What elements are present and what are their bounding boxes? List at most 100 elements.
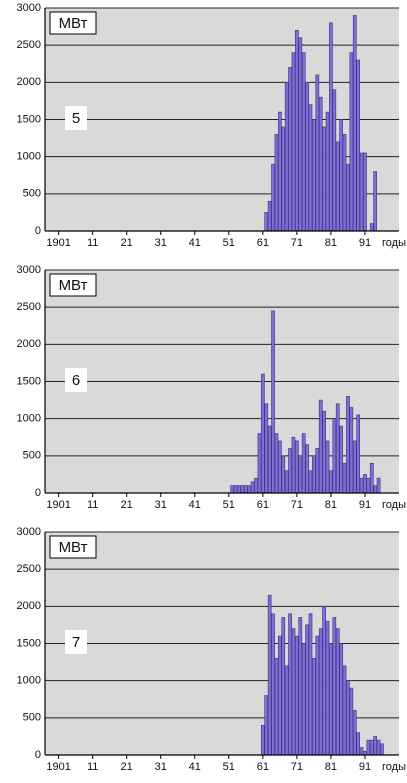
bar bbox=[278, 440, 282, 494]
bar bbox=[264, 403, 269, 494]
bar bbox=[291, 52, 296, 232]
bar bbox=[315, 635, 320, 756]
bar bbox=[233, 485, 238, 494]
bar bbox=[281, 617, 286, 756]
x-axis-label: годы bbox=[382, 499, 406, 511]
bar bbox=[322, 126, 326, 232]
bar bbox=[325, 620, 330, 756]
bar bbox=[352, 710, 357, 756]
bar bbox=[288, 613, 292, 756]
x-tick-label: 91 bbox=[359, 499, 371, 511]
bar bbox=[250, 481, 255, 494]
bar bbox=[278, 111, 282, 232]
bar bbox=[349, 52, 354, 232]
bar bbox=[373, 171, 378, 232]
bar bbox=[335, 141, 340, 232]
bar bbox=[312, 455, 316, 494]
bar bbox=[366, 477, 371, 494]
bar bbox=[356, 59, 360, 232]
x-tick-label: 71 bbox=[291, 761, 303, 773]
bar bbox=[322, 410, 326, 494]
panel-label: 5 bbox=[72, 110, 80, 127]
x-tick-label: 11 bbox=[87, 237, 98, 249]
y-tick-label: 2500 bbox=[17, 39, 41, 51]
bar bbox=[237, 485, 241, 494]
bar bbox=[295, 29, 299, 232]
bar bbox=[264, 212, 269, 232]
bar bbox=[257, 433, 262, 494]
bar bbox=[335, 403, 340, 494]
bar bbox=[346, 396, 350, 494]
bar bbox=[373, 736, 378, 756]
bar bbox=[339, 119, 343, 232]
bar bbox=[349, 407, 354, 494]
y-tick-label: 500 bbox=[23, 450, 41, 462]
y-tick-label: 2500 bbox=[17, 563, 41, 575]
bar bbox=[267, 594, 272, 756]
unit-label: МВт bbox=[59, 539, 88, 556]
bar bbox=[298, 455, 303, 494]
bar bbox=[247, 485, 252, 494]
panel-box bbox=[65, 106, 87, 130]
bar bbox=[352, 15, 357, 232]
bar bbox=[322, 606, 326, 756]
bar bbox=[376, 739, 381, 756]
panel-label: 6 bbox=[72, 372, 80, 389]
bar bbox=[284, 665, 289, 756]
bar bbox=[271, 163, 275, 232]
bar bbox=[356, 732, 360, 756]
x-tick-label: 51 bbox=[223, 499, 235, 511]
y-tick-label: 2000 bbox=[17, 76, 41, 88]
bar bbox=[366, 739, 371, 756]
bar bbox=[339, 643, 343, 756]
x-tick-label: 91 bbox=[359, 237, 371, 249]
bar bbox=[312, 119, 316, 232]
unit-label: МВт bbox=[59, 15, 88, 32]
x-tick-label: 21 bbox=[121, 499, 133, 511]
bar bbox=[281, 455, 286, 494]
y-tick-label: 500 bbox=[23, 712, 41, 724]
x-tick-label: 81 bbox=[325, 499, 337, 511]
bar bbox=[318, 628, 323, 756]
bar bbox=[271, 310, 275, 494]
x-tick-label: 11 bbox=[87, 761, 98, 773]
x-axis-label: годы bbox=[382, 237, 406, 249]
bar bbox=[291, 436, 296, 494]
x-tick-label: 1901 bbox=[46, 761, 70, 773]
bar bbox=[295, 635, 299, 756]
x-tick-label: 41 bbox=[189, 761, 201, 773]
x-tick-label: 1901 bbox=[46, 499, 70, 511]
bar bbox=[342, 665, 347, 756]
bar bbox=[373, 485, 378, 494]
x-tick-label: 61 bbox=[257, 499, 269, 511]
bar bbox=[329, 22, 333, 232]
bar bbox=[288, 67, 292, 232]
y-tick-label: 1500 bbox=[17, 113, 41, 125]
bar bbox=[342, 134, 347, 232]
x-tick-label: 81 bbox=[325, 761, 337, 773]
panel-box bbox=[65, 630, 87, 654]
bar bbox=[359, 477, 364, 494]
y-tick-label: 500 bbox=[23, 188, 41, 200]
bar bbox=[278, 635, 282, 756]
bar bbox=[369, 462, 374, 494]
y-tick-label: 1000 bbox=[17, 151, 41, 163]
bar bbox=[335, 628, 340, 756]
bar bbox=[254, 477, 258, 494]
x-tick-label: 21 bbox=[121, 761, 133, 773]
bar bbox=[308, 470, 313, 494]
bar bbox=[380, 743, 384, 756]
x-tick-label: 61 bbox=[257, 761, 269, 773]
bar bbox=[281, 126, 286, 232]
x-tick-label: 41 bbox=[189, 499, 201, 511]
bar bbox=[291, 628, 296, 756]
x-tick-label: 61 bbox=[257, 237, 269, 249]
bar bbox=[305, 82, 309, 232]
bar bbox=[346, 680, 350, 756]
x-tick-label: 31 bbox=[155, 761, 167, 773]
bar bbox=[325, 440, 330, 494]
panel-box bbox=[65, 368, 87, 392]
bar bbox=[332, 89, 337, 232]
y-tick-label: 1500 bbox=[17, 375, 41, 387]
